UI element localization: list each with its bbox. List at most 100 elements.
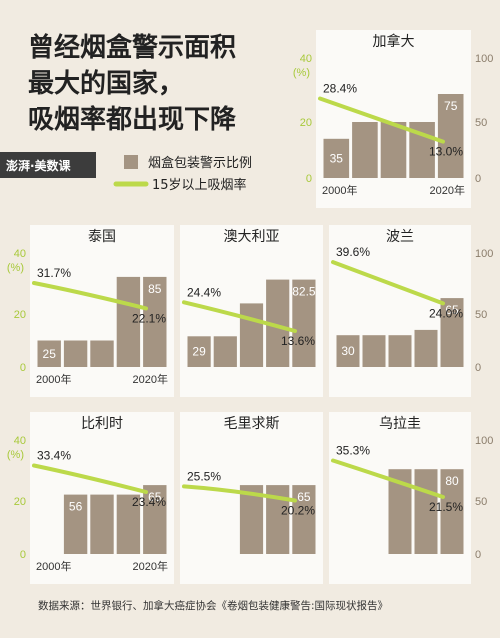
x-tick-label: 2000年 <box>322 183 357 197</box>
left-tick-label: 0 <box>20 362 26 374</box>
left-axis-unit: (%) <box>7 449 24 461</box>
x-tick-label: 2020年 <box>430 183 465 197</box>
left-tick-label: 40 <box>300 53 312 65</box>
bar-value-label: 80 <box>445 474 459 488</box>
panel-title: 毛里求斯 <box>224 416 280 432</box>
line-end-label: 13.6% <box>281 334 315 348</box>
bar <box>292 485 316 554</box>
line-start-label: 39.6% <box>336 245 370 259</box>
line-end-label: 22.1% <box>132 311 166 325</box>
bar <box>63 494 88 554</box>
chart-panel-3: 澳大利亚 29 82.5 24.4% 13.6% <box>180 225 323 397</box>
bar <box>323 138 350 178</box>
chart-panel-6: 毛里求斯 65 25.5% 20.2% <box>180 412 323 584</box>
bar <box>116 494 141 554</box>
bar <box>414 329 438 367</box>
x-tick-label: 2000年 <box>36 559 71 573</box>
line-end-label: 23.4% <box>132 495 166 509</box>
bar-value-label: 75 <box>444 99 458 113</box>
line-start-label: 33.4% <box>37 449 71 463</box>
chart-panel-4: 波兰 30 65 39.6% 24.0% 100 50 0 <box>329 225 493 397</box>
bar <box>266 485 290 554</box>
right-tick-label: 50 <box>475 117 487 129</box>
bar-value-label: 35 <box>330 151 344 165</box>
bar <box>266 279 290 367</box>
left-tick-label: 0 <box>20 549 26 561</box>
smoking-rate-line <box>32 281 148 311</box>
bar <box>440 469 464 554</box>
right-tick-label: 50 <box>475 309 487 321</box>
bar <box>213 336 237 367</box>
smoking-rate-line <box>182 484 297 503</box>
line-end-label: 24.0% <box>429 306 463 320</box>
line-end-label: 20.2% <box>281 504 315 518</box>
right-tick-label: 0 <box>475 173 481 185</box>
x-tick-label: 2000年 <box>36 372 71 386</box>
smoking-rate-line <box>32 463 148 494</box>
right-tick-label: 100 <box>475 435 493 447</box>
left-tick-label: 0 <box>306 173 312 185</box>
left-tick-label: 20 <box>300 117 312 129</box>
bar <box>37 340 61 367</box>
bar <box>388 335 412 367</box>
legend-line-label: 15岁以上吸烟率 <box>152 177 247 193</box>
bar <box>362 335 386 367</box>
panel-title: 乌拉圭 <box>379 416 421 432</box>
x-tick-label: 2020年 <box>133 372 168 386</box>
bar-value-label: 29 <box>192 345 206 359</box>
title-line-3: 吸烟率都出现下降 <box>28 104 237 135</box>
bar-value-label: 82.5 <box>292 285 316 299</box>
line-end-label: 13.0% <box>429 145 463 159</box>
bar <box>63 340 88 367</box>
left-axis-unit: (%) <box>7 262 24 274</box>
bar <box>90 494 114 554</box>
bar <box>90 340 114 367</box>
line-start-label: 31.7% <box>37 266 71 280</box>
bar-value-label: 65 <box>148 490 162 504</box>
smoking-rate-line <box>318 96 445 144</box>
bar <box>292 279 316 367</box>
bar-value-label: 25 <box>43 347 57 361</box>
left-tick-label: 20 <box>14 309 26 321</box>
panel-title: 比利时 <box>81 416 123 432</box>
bar-value-label: 65 <box>297 490 311 504</box>
source-note: 数据来源：世界银行、加拿大癌症协会《卷烟包装健康警告:国际现状报告》 <box>38 599 388 612</box>
line-start-label: 25.5% <box>187 469 221 483</box>
bar <box>336 335 360 367</box>
smoking-rate-line <box>182 300 297 333</box>
bar <box>239 485 264 554</box>
bar <box>440 298 464 367</box>
bar-value-label: 30 <box>341 344 355 358</box>
line-start-label: 24.4% <box>187 285 221 299</box>
right-tick-label: 100 <box>475 248 493 260</box>
left-tick-label: 40 <box>14 435 26 447</box>
chart-panel-5: 比利时 56 65 33.4% 23.4% 40 20 0 (%) 2000年 2020年 <box>7 412 174 584</box>
bar <box>239 303 264 367</box>
bar <box>143 485 167 554</box>
left-tick-label: 20 <box>14 496 26 508</box>
bar <box>437 94 464 178</box>
x-tick-label: 2020年 <box>133 559 168 573</box>
bar-value-label: 65 <box>445 303 459 317</box>
panel-title: 澳大利亚 <box>224 229 280 245</box>
bar <box>187 336 211 367</box>
line-end-label: 21.5% <box>429 500 463 514</box>
bar <box>380 122 407 178</box>
line-start-label: 35.3% <box>336 444 370 458</box>
smoking-rate-line <box>331 260 445 306</box>
legend: 烟盒包装警示比例 15岁以上吸烟率 <box>113 155 252 193</box>
right-tick-label: 100 <box>475 53 493 65</box>
legend-bar-label: 烟盒包装警示比例 <box>148 155 252 171</box>
left-tick-label: 40 <box>14 248 26 260</box>
chart-panel-2: 泰国 25 85 31.7% 22.1% 40 20 0 (%) 2000年 2020年 <box>7 225 174 397</box>
right-tick-label: 0 <box>475 362 481 374</box>
smoking-rate-line <box>331 458 445 499</box>
bar <box>388 469 412 554</box>
brand-badge: 澎湃·美数课 <box>0 152 96 178</box>
bar <box>116 276 141 367</box>
chart-panel-1: 加拿大 35 75 28.4% 13.0% 40 20 0 (%) 100 50 0 2000年 2020… <box>293 30 493 208</box>
brand-text: 澎湃·美数课 <box>6 158 72 173</box>
right-tick-label: 50 <box>475 496 487 508</box>
